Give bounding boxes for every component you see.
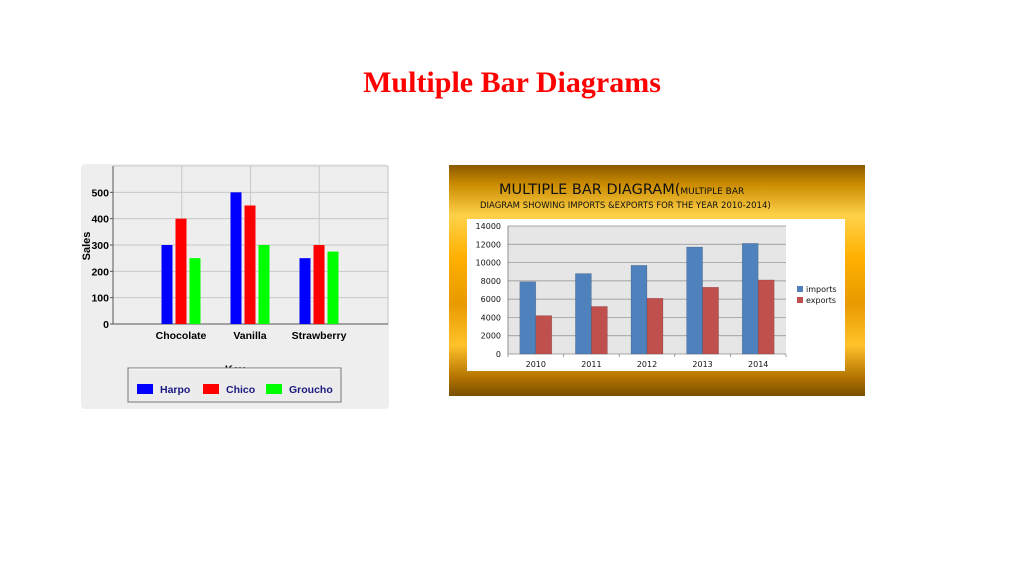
y-tick-label: 500 — [91, 187, 109, 199]
legend-label: Groucho — [289, 384, 333, 396]
bar-imports-2011 — [575, 273, 592, 355]
svg-text:MULTIPLE BAR DIAGRAM(MULTIPLE: MULTIPLE BAR DIAGRAM(MULTIPLE BAR — [499, 182, 744, 198]
bar-exports-2013 — [702, 287, 719, 355]
legend-swatch-chico — [203, 384, 219, 394]
y-tick-label: 6000 — [481, 295, 501, 304]
x-tick-label: Chocolate — [156, 330, 207, 342]
bar-groucho-strawberry — [327, 251, 339, 324]
bar-exports-2012 — [646, 297, 664, 355]
y-tick-label: 10000 — [476, 259, 501, 268]
legend-box — [127, 367, 342, 403]
y-tick-label: 0 — [103, 319, 109, 331]
chart-title: MULTIPLE BAR DIAGRAM( — [499, 182, 680, 198]
legend-swatch-exports — [797, 297, 803, 303]
bar-groucho-vanilla — [258, 245, 270, 324]
bar-exports-2011 — [591, 306, 608, 355]
y-tick-label: 300 — [91, 240, 109, 252]
legend-label: Chico — [226, 384, 255, 396]
bar-imports-2013 — [686, 246, 703, 355]
y-tick-label: 4000 — [481, 313, 501, 322]
bar-chico-vanilla — [244, 205, 256, 324]
bar-imports-2012 — [630, 265, 648, 355]
x-tick-label: Strawberry — [292, 330, 347, 342]
bar-harpo-strawberry — [299, 258, 311, 324]
chart-subtitle: DIAGRAM SHOWING IMPORTS &EXPORTS FOR THE… — [480, 201, 771, 211]
y-tick-label: 100 — [91, 293, 109, 305]
bar-harpo-chocolate — [161, 245, 173, 324]
x-tick-label: 2011 — [581, 360, 601, 369]
legend-swatch-groucho — [266, 384, 282, 394]
legend-label: Harpo — [160, 384, 190, 396]
y-tick-label: 0 — [496, 350, 501, 359]
bar-chico-strawberry — [313, 245, 325, 324]
legend-label: imports — [806, 285, 837, 294]
slide-title: Multiple Bar Diagrams — [363, 66, 661, 99]
chart-title-small: MULTIPLE BAR — [680, 187, 744, 197]
x-tick-label: 2014 — [748, 360, 768, 369]
legend-label: exports — [806, 296, 836, 305]
bar-exports-2014 — [757, 279, 775, 355]
x-tick-label: 2013 — [692, 360, 712, 369]
y-tick-label: 14000 — [476, 222, 501, 231]
bar-harpo-vanilla — [230, 192, 242, 324]
bar-imports-2014 — [741, 243, 759, 355]
x-tick-label: 2010 — [526, 360, 546, 369]
bar-imports-2010 — [519, 281, 537, 355]
legend-swatch-harpo — [137, 384, 153, 394]
legend-swatch-imports — [797, 286, 803, 292]
y-tick-label: 200 — [91, 266, 109, 278]
y-axis-label: Sales — [81, 232, 93, 261]
x-tick-label: 2012 — [637, 360, 657, 369]
x-tick-label: Vanilla — [233, 330, 266, 342]
y-tick-label: 8000 — [481, 277, 501, 286]
bar-chico-chocolate — [175, 218, 187, 324]
y-tick-label: 12000 — [476, 240, 501, 249]
bar-groucho-chocolate — [189, 258, 201, 324]
y-tick-label: 2000 — [481, 332, 501, 341]
bar-exports-2010 — [535, 315, 553, 355]
y-tick-label: 400 — [91, 214, 109, 226]
